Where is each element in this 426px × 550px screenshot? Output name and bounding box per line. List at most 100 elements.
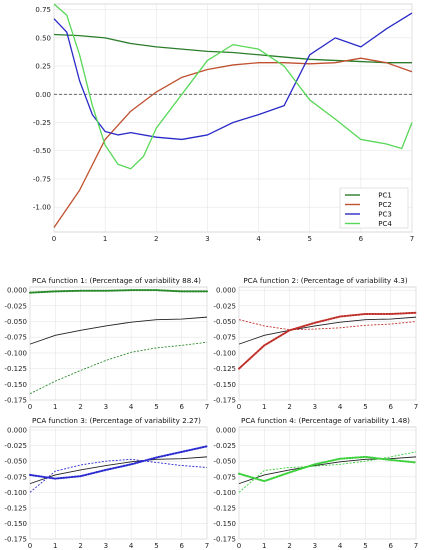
x-tick-label: 7: [205, 403, 209, 411]
x-tick-label: 5: [154, 403, 158, 411]
mean-line: [238, 316, 417, 345]
x-tick-label: 0: [237, 403, 241, 411]
x-tick-label: 6: [388, 542, 393, 550]
panel-0: 0 1 2 3 4 5 6 7 -1.00 -0.75 -0.50 -0.25 0.00 0.25 0.50…: [33, 3, 414, 243]
y-tick-label: -0.075: [4, 334, 27, 342]
y-tick-label: -0.150: [4, 381, 27, 389]
x-tick-label: 3: [313, 403, 317, 411]
series-line-PC2: [53, 57, 413, 228]
y-tick-label: 0.000: [216, 287, 236, 295]
plus-pc-line: [238, 311, 417, 370]
mean-line: [29, 456, 208, 485]
x-tick-label: 1: [262, 542, 266, 550]
x-tick-label: 1: [103, 235, 107, 243]
panel-title: PCA function 1: (Percentage of variabili…: [32, 276, 201, 285]
x-tick-label: 7: [205, 542, 209, 550]
x-tick-label: 4: [129, 403, 134, 411]
x-tick-label: 3: [205, 235, 209, 243]
y-tick-label: -0.025: [213, 442, 236, 450]
y-tick-label: -0.175: [213, 536, 236, 544]
x-tick-label: 4: [256, 235, 261, 243]
x-tick-label: 5: [363, 542, 367, 550]
x-tick-label: 7: [414, 403, 418, 411]
y-tick-label: -0.175: [4, 536, 27, 544]
series-line-PC4: [53, 3, 413, 170]
x-tick-label: 2: [78, 542, 82, 550]
x-tick-label: 4: [338, 403, 343, 411]
x-tick-label: 0: [52, 235, 56, 243]
y-tick-label: -0.175: [213, 397, 236, 405]
x-tick-label: 0: [28, 403, 32, 411]
y-tick-label: -0.125: [4, 365, 27, 373]
x-tick-label: 2: [154, 235, 158, 243]
plus-pc-line: [238, 455, 417, 483]
legend-label: PC1: [378, 192, 392, 200]
y-tick-label: -0.100: [4, 489, 27, 497]
panel-2: 0 1 2 3 4 5 6 7 0.000 -0.025 -0.050 -0.075 -0.100 -0.…: [213, 276, 418, 411]
y-tick-label: -0.150: [4, 520, 27, 528]
y-tick-label: -0.075: [213, 473, 236, 481]
minus-pc-line: [238, 319, 417, 331]
y-tick-label: -0.050: [213, 318, 236, 326]
y-tick-label: -0.050: [213, 458, 236, 466]
y-tick-label: -0.50: [33, 147, 51, 155]
x-tick-label: 5: [307, 235, 311, 243]
x-tick-label: 7: [410, 235, 414, 243]
x-tick-label: 3: [313, 542, 317, 550]
x-tick-label: 2: [287, 403, 291, 411]
legend: [339, 187, 409, 229]
series-line-PC3: [53, 12, 413, 141]
x-tick-label: 6: [179, 403, 184, 411]
plot-area: [238, 426, 417, 540]
x-tick-label: 6: [179, 542, 184, 550]
y-tick-label: -0.75: [33, 175, 51, 183]
minus-pc-line: [29, 341, 208, 395]
plot-area: [29, 286, 208, 401]
legend-label: PC3: [378, 211, 392, 219]
y-tick-label: -0.25: [33, 119, 51, 127]
x-tick-label: 1: [53, 542, 57, 550]
y-tick-label: -0.075: [213, 334, 236, 342]
panel-title: PCA function 4: (Percentage of variabili…: [241, 416, 410, 425]
y-tick-label: -0.050: [4, 458, 27, 466]
y-tick-label: -0.125: [4, 504, 27, 512]
y-tick-label: 0.000: [7, 287, 27, 295]
x-tick-label: 6: [388, 403, 393, 411]
y-tick-label: -0.125: [213, 365, 236, 373]
y-tick-label: -0.050: [4, 318, 27, 326]
y-tick-label: -0.150: [213, 381, 236, 389]
panel-4: 0 1 2 3 4 5 6 7 0.000 -0.025 -0.050 -0.075 -0.100 -0.…: [213, 416, 418, 550]
x-tick-label: 1: [53, 403, 57, 411]
y-tick-label: -0.075: [4, 473, 27, 481]
x-tick-label: 3: [104, 542, 108, 550]
plus-pc-line: [29, 289, 208, 294]
legend-label: PC2: [378, 201, 392, 209]
y-tick-label: 0.50: [35, 34, 51, 42]
y-tick-label: -0.100: [213, 349, 236, 357]
x-tick-label: 3: [104, 403, 108, 411]
x-tick-label: 4: [129, 542, 134, 550]
x-tick-label: 0: [237, 542, 241, 550]
x-tick-label: 2: [78, 403, 82, 411]
y-tick-label: -1.00: [33, 204, 51, 212]
y-tick-label: -0.100: [4, 349, 27, 357]
y-tick-label: 0.000: [7, 427, 27, 435]
y-tick-label: -0.150: [213, 520, 236, 528]
x-tick-label: 7: [414, 542, 418, 550]
panel-title: PCA function 2: (Percentage of variabili…: [243, 276, 408, 285]
y-tick-label: -0.025: [4, 442, 27, 450]
series-line-PC1: [53, 33, 412, 64]
x-tick-label: 5: [363, 403, 367, 411]
legend-label: PC4: [378, 220, 392, 228]
panel-1: 0 1 2 3 4 5 6 7 0.000 -0.025 -0.050 -0.075 -0.100 -0.…: [4, 276, 209, 411]
y-tick-label: -0.100: [213, 489, 236, 497]
x-tick-label: 0: [28, 542, 32, 550]
y-tick-label: -0.125: [213, 504, 236, 512]
y-tick-label: -0.175: [4, 397, 27, 405]
y-tick-label: -0.025: [4, 302, 27, 310]
y-tick-label: -0.025: [213, 302, 236, 310]
x-tick-label: 5: [154, 542, 158, 550]
y-tick-label: 0.00: [35, 91, 51, 99]
x-tick-label: 2: [287, 542, 291, 550]
